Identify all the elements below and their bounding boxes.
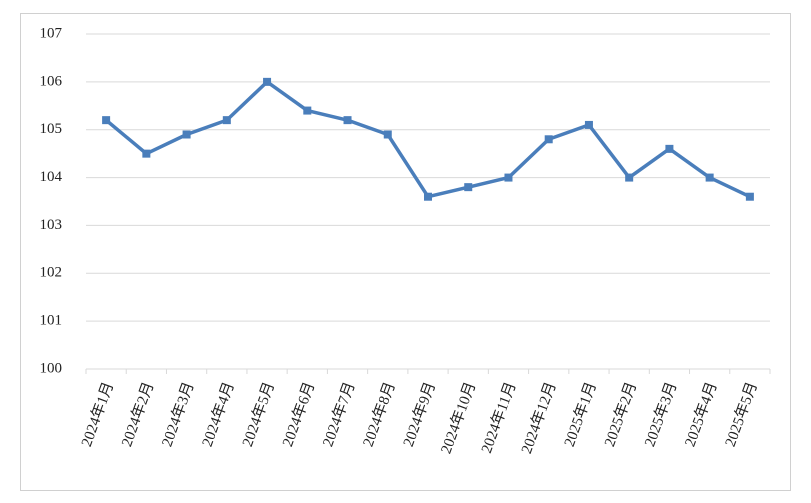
marker bbox=[544, 135, 553, 144]
marker bbox=[343, 116, 352, 125]
chart-frame bbox=[20, 13, 791, 491]
marker bbox=[142, 149, 151, 158]
marker bbox=[665, 144, 674, 153]
y-tick-label: 102 bbox=[40, 265, 63, 281]
marker bbox=[222, 116, 231, 125]
marker bbox=[102, 116, 111, 125]
y-tick-label: 103 bbox=[40, 217, 63, 233]
y-tick-label: 107 bbox=[40, 25, 63, 41]
y-tick-label: 100 bbox=[40, 360, 63, 376]
y-tick-label: 104 bbox=[40, 169, 63, 185]
marker bbox=[745, 192, 754, 201]
marker bbox=[182, 130, 191, 139]
marker bbox=[504, 173, 513, 182]
marker bbox=[424, 192, 432, 201]
marker bbox=[464, 183, 473, 192]
marker bbox=[383, 130, 392, 139]
y-tick-label: 101 bbox=[40, 313, 63, 329]
marker bbox=[584, 120, 593, 129]
y-tick-label: 105 bbox=[40, 121, 63, 137]
y-tick-label: 106 bbox=[40, 73, 63, 89]
marker bbox=[705, 173, 714, 182]
marker bbox=[625, 173, 634, 182]
marker bbox=[263, 77, 272, 86]
marker bbox=[303, 106, 312, 115]
